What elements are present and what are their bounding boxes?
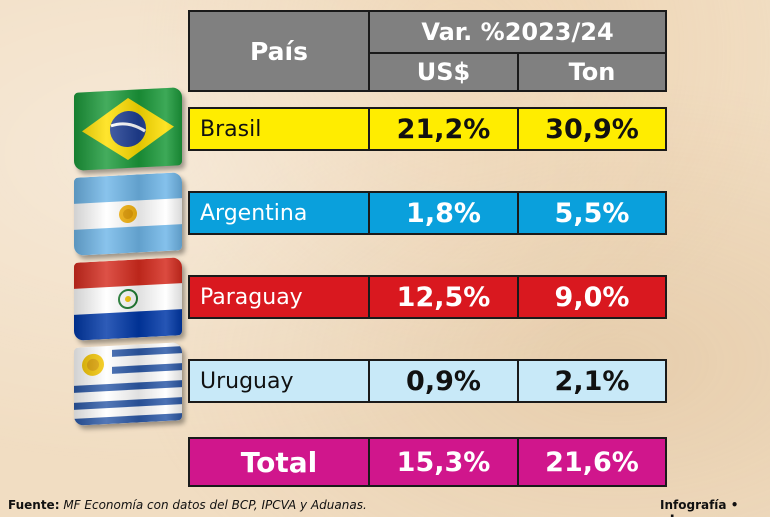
ton-cell: 9,0% (517, 275, 667, 319)
brazil-flag-icon (74, 87, 182, 171)
country-cell: Brasil (188, 107, 370, 151)
total-ton-cell: 21,6% (517, 437, 667, 487)
ton-cell: 5,5% (517, 191, 667, 235)
ton-value: 5,5% (554, 197, 630, 229)
country-cell: Paraguay (188, 275, 370, 319)
country-name: Paraguay (200, 284, 303, 310)
header-var: Var. %2023/24 (368, 10, 667, 54)
abc-logo: abc (660, 512, 689, 517)
argentina-flag-icon (74, 172, 182, 256)
source-note: Fuente: MF Economía con datos del BCP, I… (8, 498, 367, 512)
source-label: Fuente: (8, 498, 60, 512)
country-cell: Argentina (188, 191, 370, 235)
header-var-label: Var. %2023/24 (421, 18, 614, 46)
usd-value: 21,2% (396, 113, 491, 145)
header-ton-label: Ton (568, 58, 616, 86)
usd-value: 12,5% (396, 281, 491, 313)
header-usd: US$ (368, 52, 519, 92)
ton-cell: 2,1% (517, 359, 667, 403)
uruguay-flag-icon (74, 342, 182, 426)
total-usd-cell: 15,3% (368, 437, 519, 487)
country-name: Brasil (200, 116, 262, 142)
country-name: Uruguay (200, 368, 294, 394)
header-ton: Ton (517, 52, 667, 92)
usd-cell: 0,9% (368, 359, 519, 403)
total-usd-value: 15,3% (396, 446, 491, 478)
ton-value: 2,1% (554, 365, 630, 397)
ton-cell: 30,9% (517, 107, 667, 151)
ton-value: 9,0% (554, 281, 630, 313)
country-cell: Uruguay (188, 359, 370, 403)
country-name: Argentina (200, 200, 308, 226)
header-usd-label: US$ (416, 58, 471, 86)
usd-value: 0,9% (406, 365, 481, 397)
usd-value: 1,8% (406, 197, 481, 229)
total-ton-value: 21,6% (545, 446, 639, 478)
header-pais-label: País (250, 36, 308, 66)
paraguay-flag-icon (74, 257, 182, 341)
header-pais: País (188, 10, 370, 92)
total-label-cell: Total (188, 437, 370, 487)
total-label: Total (240, 445, 318, 479)
usd-cell: 1,8% (368, 191, 519, 235)
source-text: MF Economía con datos del BCP, IPCVA y A… (63, 498, 367, 512)
credit: Infografía • abc (660, 498, 770, 517)
ton-value: 30,9% (545, 113, 639, 145)
infografia-label: Infografía (660, 498, 727, 512)
usd-cell: 12,5% (368, 275, 519, 319)
usd-cell: 21,2% (368, 107, 519, 151)
separator-dot: • (730, 498, 739, 512)
